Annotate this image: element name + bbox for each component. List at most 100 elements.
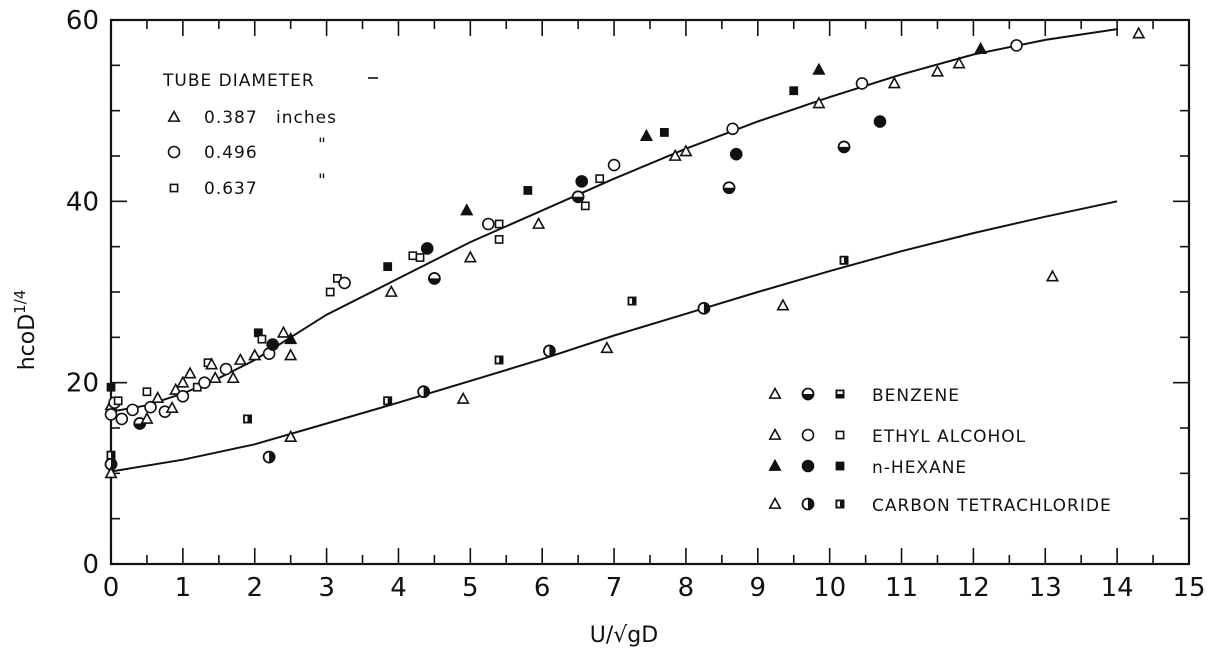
data-points xyxy=(104,26,1146,479)
data-point-triangle xyxy=(169,382,183,395)
data-point-triangle xyxy=(639,128,653,141)
data-point-triangle xyxy=(233,352,247,365)
data-point-square xyxy=(523,186,533,195)
diameter-legend-marker xyxy=(167,145,181,159)
y-tick-label: 0 xyxy=(82,550,99,580)
data-point-triangle xyxy=(930,64,945,77)
fluid-legend-marker xyxy=(801,497,815,511)
data-point-circle xyxy=(697,302,711,315)
data-point-square xyxy=(494,219,504,229)
data-point-square xyxy=(415,253,425,262)
data-point-square xyxy=(106,450,116,460)
fluid-legend-marker xyxy=(835,389,845,399)
data-point-circle xyxy=(837,140,851,154)
x-tick-label: 5 xyxy=(462,573,479,603)
data-point-triangle xyxy=(165,400,179,413)
data-point-square xyxy=(106,382,116,392)
data-point-triangle xyxy=(284,429,298,442)
data-point-square xyxy=(659,128,669,137)
data-point-circle xyxy=(722,181,736,195)
data-point-square xyxy=(408,251,418,261)
fluid-legend-marker xyxy=(768,496,782,509)
x-tick-label: 13 xyxy=(1029,573,1062,603)
data-point-circle xyxy=(575,175,589,188)
data-point-square xyxy=(494,235,504,244)
diameter-legend-unit: " xyxy=(318,171,327,191)
x-tick-label: 15 xyxy=(1172,573,1205,603)
plot-frame xyxy=(109,18,1191,566)
data-point-triangle xyxy=(151,390,165,404)
data-point-circle xyxy=(219,362,233,376)
fluid-legend-label: n-HEXANE xyxy=(872,458,967,478)
data-point-square xyxy=(243,414,252,424)
y-tick-label: 60 xyxy=(66,6,99,36)
data-point-triangle xyxy=(812,96,826,109)
diameter-legend-value: 0.387 xyxy=(204,108,258,128)
diameter-legend-value: 0.496 xyxy=(204,143,258,163)
data-point-triangle xyxy=(226,370,240,384)
fluid-legend-marker xyxy=(835,499,845,509)
data-point-square xyxy=(627,296,637,306)
data-point-square xyxy=(580,201,590,211)
y-tick-label: 20 xyxy=(66,369,99,399)
fluid-legend-marker xyxy=(801,428,815,442)
data-point-triangle xyxy=(384,284,398,297)
data-point-square xyxy=(142,387,152,397)
data-point-triangle xyxy=(1132,26,1146,39)
data-point-circle xyxy=(726,122,739,136)
data-point-circle xyxy=(176,389,190,403)
data-point-circle xyxy=(420,242,434,255)
x-tick-label: 11 xyxy=(885,573,918,603)
fluid-legend-marker xyxy=(768,458,782,471)
fitted-curve xyxy=(110,200,1118,473)
data-point-triangle xyxy=(1045,269,1060,282)
data-point-circle xyxy=(338,276,351,290)
fluid-legend-marker xyxy=(768,427,782,440)
fluid-legend-label: CARBON TETRACHLORIDE xyxy=(872,496,1112,516)
data-point-square xyxy=(383,396,393,406)
data-point-triangle xyxy=(532,216,546,229)
data-point-circle xyxy=(481,217,495,231)
data-point-triangle xyxy=(248,348,262,361)
data-point-circle xyxy=(104,408,118,421)
x-tick-label: 3 xyxy=(318,573,335,603)
x-tick-label: 4 xyxy=(390,573,407,603)
data-point-circle xyxy=(1010,39,1023,52)
fluid-legend-marker xyxy=(801,459,815,473)
x-tick-label: 10 xyxy=(813,573,846,603)
data-point-triangle xyxy=(284,348,298,361)
data-point-circle xyxy=(428,272,441,285)
data-point-circle xyxy=(729,147,743,161)
data-point-triangle xyxy=(952,56,966,69)
data-point-square xyxy=(113,396,123,406)
fluid-legend-marker xyxy=(801,387,815,401)
data-point-triangle xyxy=(104,466,118,479)
data-point-circle xyxy=(115,412,129,426)
data-point-triangle xyxy=(812,62,826,75)
data-point-circle xyxy=(873,115,887,128)
data-point-square xyxy=(789,86,799,96)
x-tick-label: 6 xyxy=(534,573,551,603)
data-point-triangle xyxy=(205,357,219,370)
x-tick-label: 9 xyxy=(750,573,767,603)
x-tick-label: 14 xyxy=(1101,573,1134,603)
data-point-triangle xyxy=(183,366,197,379)
diameter-legend-value: 0.637 xyxy=(204,179,258,199)
fluid-legend-label: BENZENE xyxy=(872,386,960,406)
x-tick-label: 1 xyxy=(175,573,192,603)
fitted-curves xyxy=(110,28,1118,473)
data-point-triangle xyxy=(776,298,790,311)
data-point-triangle xyxy=(887,76,901,89)
data-point-triangle xyxy=(974,41,988,54)
data-point-circle xyxy=(607,158,621,172)
y-axis-label: hcoD1/4 xyxy=(11,290,40,371)
x-tick-label: 7 xyxy=(606,573,623,603)
x-tick-label: 2 xyxy=(246,573,263,603)
fluid-legend-marker xyxy=(835,461,845,471)
data-point-circle xyxy=(266,338,280,351)
legends: TUBE DIAMETER 0.387 inches 0.496 " 0.637 " BENZ… xyxy=(162,71,1112,516)
data-point-square xyxy=(257,334,267,344)
data-point-square xyxy=(383,262,393,272)
